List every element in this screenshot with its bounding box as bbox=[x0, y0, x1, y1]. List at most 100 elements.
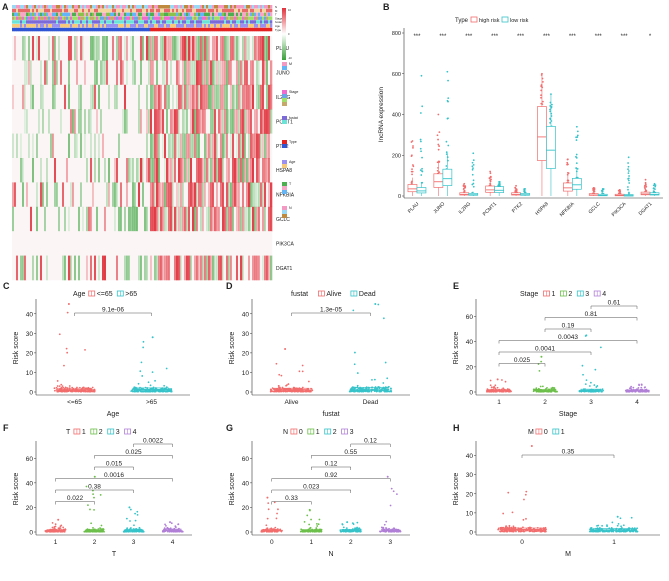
outlier-point bbox=[471, 183, 474, 186]
annotation-label-t: T bbox=[275, 13, 277, 17]
data-point bbox=[486, 388, 489, 391]
heatmap-cell bbox=[72, 206, 75, 232]
heatmap-cell bbox=[186, 182, 189, 208]
heatmap-cell bbox=[82, 133, 85, 159]
data-point bbox=[612, 530, 615, 533]
heatmap-cell bbox=[172, 109, 175, 134]
data-point bbox=[55, 386, 58, 389]
heatmap-cell bbox=[108, 255, 111, 281]
heatmap-cell bbox=[72, 231, 75, 256]
heatmap-cell bbox=[168, 36, 171, 61]
max-point bbox=[496, 378, 499, 381]
legend-label: 3 bbox=[116, 429, 120, 436]
annotation-cell bbox=[104, 5, 107, 9]
heatmap-cell bbox=[176, 133, 179, 159]
annotation-cell bbox=[270, 16, 273, 20]
p-value-label: 0.38 bbox=[88, 484, 101, 491]
annotation-cell bbox=[260, 8, 263, 13]
outlier-point bbox=[644, 188, 647, 191]
annotation-cell bbox=[74, 16, 77, 20]
outlier-point bbox=[489, 175, 492, 178]
heatmap-cell bbox=[216, 158, 219, 183]
heatmap-cell bbox=[170, 84, 173, 110]
annotation-cell bbox=[18, 5, 21, 9]
annotation-cell bbox=[90, 8, 93, 13]
heatmap-cell bbox=[188, 255, 191, 281]
heatmap-cell bbox=[182, 255, 185, 281]
annotation-cell bbox=[104, 16, 107, 20]
annotation-cell bbox=[232, 20, 235, 24]
heatmap-cell bbox=[198, 133, 201, 159]
annotation-cell bbox=[86, 20, 89, 24]
outlier-point bbox=[471, 168, 474, 171]
heatmap-cell bbox=[206, 36, 209, 61]
annotation-cell bbox=[192, 16, 195, 20]
heatmap-cell bbox=[126, 133, 129, 159]
heatmap-cell bbox=[110, 84, 113, 110]
heatmap-cell bbox=[78, 158, 81, 183]
annotation-cell bbox=[122, 16, 125, 20]
heatmap-cell bbox=[88, 36, 91, 61]
heatmap-cell bbox=[232, 84, 235, 110]
annotation-cell bbox=[80, 27, 83, 32]
heatmap-cell bbox=[26, 133, 29, 159]
annotation-cell bbox=[194, 27, 197, 32]
annotation-cell bbox=[130, 20, 133, 24]
heatmap-cell bbox=[258, 231, 261, 256]
annotation-cell bbox=[172, 12, 175, 17]
heatmap-cell bbox=[78, 182, 81, 208]
outlier-point bbox=[138, 526, 141, 529]
heatmap-cell bbox=[100, 133, 103, 159]
annotation-cell bbox=[56, 12, 59, 17]
y-tick-label: 30 bbox=[242, 331, 250, 338]
annotation-cell bbox=[270, 12, 273, 17]
outlier-point bbox=[471, 165, 474, 168]
annotation-cell bbox=[142, 5, 145, 9]
annotation-cell bbox=[128, 12, 131, 17]
heatmap-cell bbox=[154, 255, 157, 281]
heatmap-cell bbox=[234, 206, 237, 232]
outlier-point bbox=[524, 493, 527, 496]
annotation-cell bbox=[244, 24, 247, 28]
annotation-cell bbox=[212, 20, 215, 24]
y-axis-label: lncRNA expression bbox=[378, 87, 385, 142]
outlier-point bbox=[622, 524, 625, 527]
x-axis-label: Age bbox=[107, 411, 120, 418]
outlier-point bbox=[627, 170, 630, 172]
heatmap-cell bbox=[18, 182, 21, 208]
annotation-cell bbox=[206, 20, 209, 24]
annotation-cell bbox=[66, 20, 69, 24]
annotation-cell bbox=[40, 12, 43, 17]
heatmap-cell bbox=[176, 60, 179, 86]
heatmap-cell bbox=[128, 84, 131, 110]
annotation-cell bbox=[48, 27, 51, 32]
heatmap-cell bbox=[242, 60, 245, 86]
annotation-cell bbox=[28, 24, 31, 28]
heatmap-cell bbox=[82, 182, 85, 208]
annotation-cell bbox=[202, 16, 205, 20]
annotation-cell bbox=[220, 24, 223, 28]
heatmap-cell bbox=[206, 158, 209, 183]
outlier-point bbox=[301, 370, 304, 373]
heatmap-cell bbox=[72, 60, 75, 86]
heatmap-cell bbox=[22, 255, 25, 281]
outlier-point bbox=[356, 521, 359, 524]
annotation-cell bbox=[70, 20, 73, 24]
annotation-cell bbox=[102, 20, 105, 24]
heatmap-cell bbox=[180, 84, 183, 110]
heatmap-cell bbox=[106, 182, 109, 208]
heatmap-cell bbox=[18, 158, 21, 183]
heatmap-cell bbox=[132, 36, 135, 61]
heatmap-cell bbox=[184, 231, 187, 256]
annotation-cell bbox=[154, 8, 157, 13]
annotation-cell bbox=[260, 20, 263, 24]
annotation-cell bbox=[182, 24, 185, 28]
heatmap-cell bbox=[106, 255, 109, 281]
panel-letter-E: E bbox=[453, 281, 459, 291]
heatmap-cell bbox=[116, 255, 119, 281]
heatmap-cell bbox=[16, 60, 19, 86]
annotation-cell bbox=[136, 27, 139, 32]
heatmap-cell bbox=[64, 182, 67, 208]
outlier-point bbox=[524, 187, 526, 190]
